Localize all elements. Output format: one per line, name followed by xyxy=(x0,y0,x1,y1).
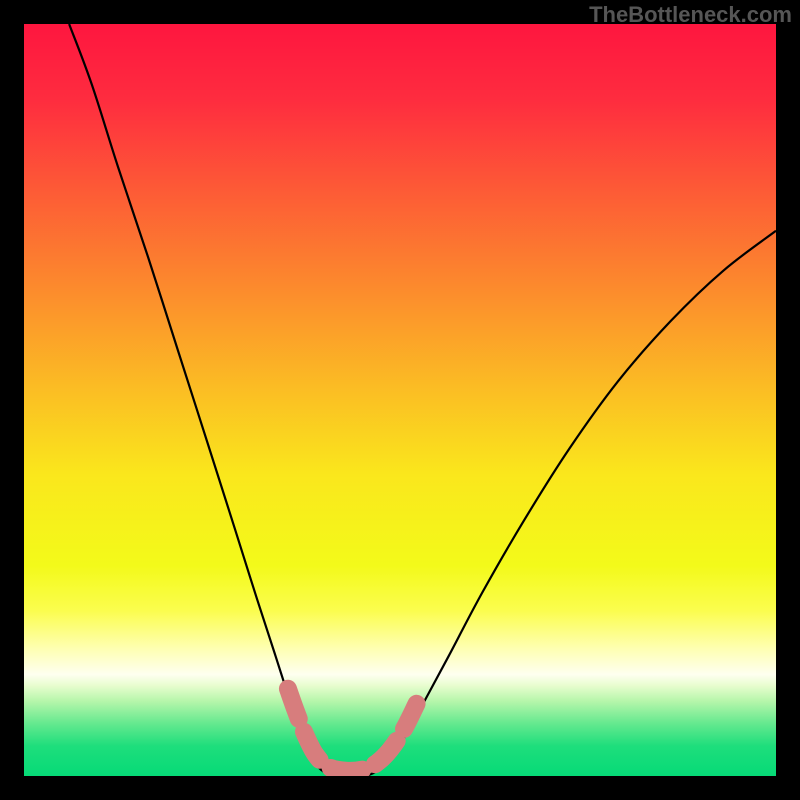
chart-plot-area xyxy=(24,24,776,776)
bottleneck-curve-left xyxy=(69,24,336,776)
bottleneck-curve-right xyxy=(366,231,776,776)
optimal-range-marker xyxy=(288,689,417,771)
watermark-text: TheBottleneck.com xyxy=(589,2,792,28)
chart-svg xyxy=(24,24,776,776)
